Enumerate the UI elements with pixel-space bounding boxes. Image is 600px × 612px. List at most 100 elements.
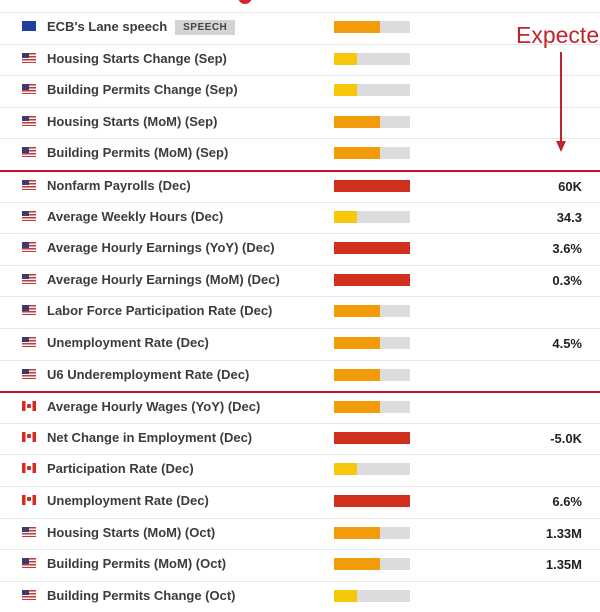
- event-name[interactable]: Building Permits (MoM) (Sep): [47, 145, 228, 160]
- impact-fill: [334, 431, 410, 444]
- event-row[interactable]: Net Change in Employment (Dec) -5.0K: [0, 422, 600, 455]
- event-row[interactable]: Housing Starts (MoM) (Oct) 1.33M: [0, 517, 600, 550]
- event-name[interactable]: ECB's Lane speech SPEECH: [47, 19, 236, 35]
- impact-fill: [334, 84, 357, 97]
- impact-fill: [334, 589, 357, 602]
- event-name[interactable]: Housing Starts Change (Sep): [47, 51, 227, 66]
- event-name-text[interactable]: Building Permits (MoM) (Oct): [47, 556, 227, 572]
- event-name[interactable]: Participation Rate (Dec): [47, 461, 194, 476]
- event-name[interactable]: Labor Force Participation Rate (Dec): [47, 303, 272, 318]
- event-name-text[interactable]: Housing Starts Change (Sep): [47, 50, 227, 66]
- impact-fill: [334, 242, 410, 255]
- event-name[interactable]: Building Permits (MoM) (Oct): [47, 556, 226, 571]
- impact-fill: [334, 52, 357, 65]
- canada-flag-icon: [22, 463, 36, 474]
- us-flag-icon: [22, 179, 36, 190]
- event-row[interactable]: Nonfarm Payrolls (Dec) 60K: [0, 169, 600, 202]
- event-name[interactable]: Average Hourly Earnings (MoM) (Dec): [47, 272, 280, 287]
- impact-bar-high: [334, 273, 410, 286]
- event-row[interactable]: Unemployment Rate (Dec) 6.6%: [0, 485, 600, 518]
- event-name-text[interactable]: Building Permits Change (Oct): [47, 587, 236, 603]
- event-row[interactable]: Building Permits Change (Oct): [0, 580, 600, 612]
- canada-flag-icon: [22, 401, 36, 412]
- us-flag-icon: [22, 526, 36, 537]
- event-name-text[interactable]: Labor Force Participation Rate (Dec): [47, 303, 273, 319]
- impact-bar-medium: [334, 147, 410, 160]
- impact-fill: [334, 21, 380, 33]
- event-name[interactable]: Average Hourly Earnings (YoY) (Dec): [47, 240, 275, 255]
- impact-fill: [334, 463, 357, 476]
- event-name-text[interactable]: Nonfarm Payrolls (Dec): [47, 177, 191, 193]
- event-name[interactable]: Average Hourly Wages (YoY) (Dec): [47, 399, 260, 414]
- expected-value: 1.33M: [545, 525, 582, 541]
- impact-bar-low: [334, 210, 410, 223]
- event-row[interactable]: Average Hourly Wages (YoY) (Dec): [0, 391, 600, 423]
- event-name-text[interactable]: Building Permits (MoM) (Sep): [47, 145, 229, 161]
- event-row[interactable]: Average Hourly Earnings (YoY) (Dec) 3.6%: [0, 233, 600, 265]
- event-row[interactable]: Housing Starts Change (Sep): [0, 43, 600, 76]
- impact-bar-medium: [334, 368, 410, 381]
- event-row[interactable]: ECB's Lane speech SPEECH: [0, 12, 600, 44]
- event-row[interactable]: Building Permits Change (Sep): [0, 75, 600, 107]
- impact-fill: [334, 210, 357, 223]
- event-name[interactable]: Net Change in Employment (Dec): [47, 430, 252, 445]
- event-name-text[interactable]: U6 Underemployment Rate (Dec): [47, 366, 250, 382]
- impact-bar-high: [334, 494, 410, 507]
- speech-badge: SPEECH: [175, 20, 236, 35]
- expected-value: 1.35M: [545, 557, 582, 573]
- event-name-text[interactable]: Net Change in Employment (Dec): [47, 429, 253, 445]
- event-name[interactable]: Housing Starts (MoM) (Oct): [47, 525, 215, 540]
- event-name-text[interactable]: Unemployment Rate (Dec): [47, 492, 209, 508]
- event-name-text[interactable]: Average Weekly Hours (Dec): [47, 208, 224, 224]
- event-name[interactable]: Building Permits Change (Oct): [47, 588, 236, 603]
- impact-fill: [334, 147, 380, 160]
- event-row[interactable]: Average Hourly Earnings (MoM) (Dec) 0.3%: [0, 264, 600, 297]
- event-name[interactable]: Unemployment Rate (Dec): [47, 493, 209, 508]
- event-name[interactable]: Nonfarm Payrolls (Dec): [47, 178, 191, 193]
- us-flag-icon: [22, 210, 36, 221]
- event-name-text[interactable]: Unemployment Rate (Dec): [47, 334, 209, 350]
- expected-value: 3.6%: [552, 241, 582, 257]
- event-name-text[interactable]: Average Hourly Wages (YoY) (Dec): [47, 399, 261, 415]
- expected-annotation-label: Expecte: [516, 22, 600, 48]
- impact-fill: [334, 558, 380, 571]
- event-row[interactable]: Average Weekly Hours (Dec) 34.3: [0, 201, 600, 234]
- event-name-text[interactable]: Average Hourly Earnings (YoY) (Dec): [47, 240, 275, 256]
- impact-bar-medium: [334, 305, 410, 318]
- event-name-text[interactable]: Average Hourly Earnings (MoM) (Dec): [47, 271, 280, 287]
- expected-value: -5.0K: [550, 430, 582, 446]
- impact-bar-medium: [334, 526, 410, 539]
- event-name-text[interactable]: Building Permits Change (Sep): [47, 82, 238, 98]
- eu-flag-icon: [22, 21, 36, 31]
- event-row[interactable]: Building Permits (MoM) (Oct) 1.35M: [0, 549, 600, 581]
- event-row[interactable]: Unemployment Rate (Dec) 4.5%: [0, 327, 600, 360]
- event-row[interactable]: Participation Rate (Dec): [0, 454, 600, 486]
- event-row[interactable]: U6 Underemployment Rate (Dec): [0, 359, 600, 392]
- us-flag-icon: [22, 115, 36, 126]
- impact-fill: [334, 115, 380, 128]
- impact-bar-high: [334, 242, 410, 255]
- us-flag-icon: [22, 368, 36, 379]
- event-row[interactable]: Building Permits (MoM) (Sep): [0, 138, 600, 170]
- event-name[interactable]: Average Weekly Hours (Dec): [47, 209, 223, 224]
- impact-fill: [334, 336, 380, 349]
- us-flag-icon: [22, 52, 36, 63]
- us-flag-icon: [22, 336, 36, 347]
- event-name-text[interactable]: ECB's Lane speech: [47, 19, 168, 34]
- event-row[interactable]: Housing Starts (MoM) (Sep): [0, 106, 600, 139]
- event-name[interactable]: Unemployment Rate (Dec): [47, 335, 209, 350]
- event-name[interactable]: Building Permits Change (Sep): [47, 82, 238, 97]
- event-name-text[interactable]: Housing Starts (MoM) (Oct): [47, 524, 216, 540]
- impact-bar-medium: [334, 558, 410, 571]
- canada-flag-icon: [22, 431, 36, 442]
- event-name-text[interactable]: Participation Rate (Dec): [47, 461, 194, 477]
- impact-fill: [334, 494, 410, 507]
- impact-fill: [334, 526, 380, 539]
- expected-value: 34.3: [556, 209, 582, 225]
- us-flag-icon: [22, 84, 36, 95]
- us-flag-icon: [22, 558, 36, 569]
- event-name-text[interactable]: Housing Starts (MoM) (Sep): [47, 113, 218, 129]
- event-name[interactable]: U6 Underemployment Rate (Dec): [47, 367, 249, 382]
- event-name[interactable]: Housing Starts (MoM) (Sep): [47, 114, 217, 129]
- event-row[interactable]: Labor Force Participation Rate (Dec): [0, 296, 600, 328]
